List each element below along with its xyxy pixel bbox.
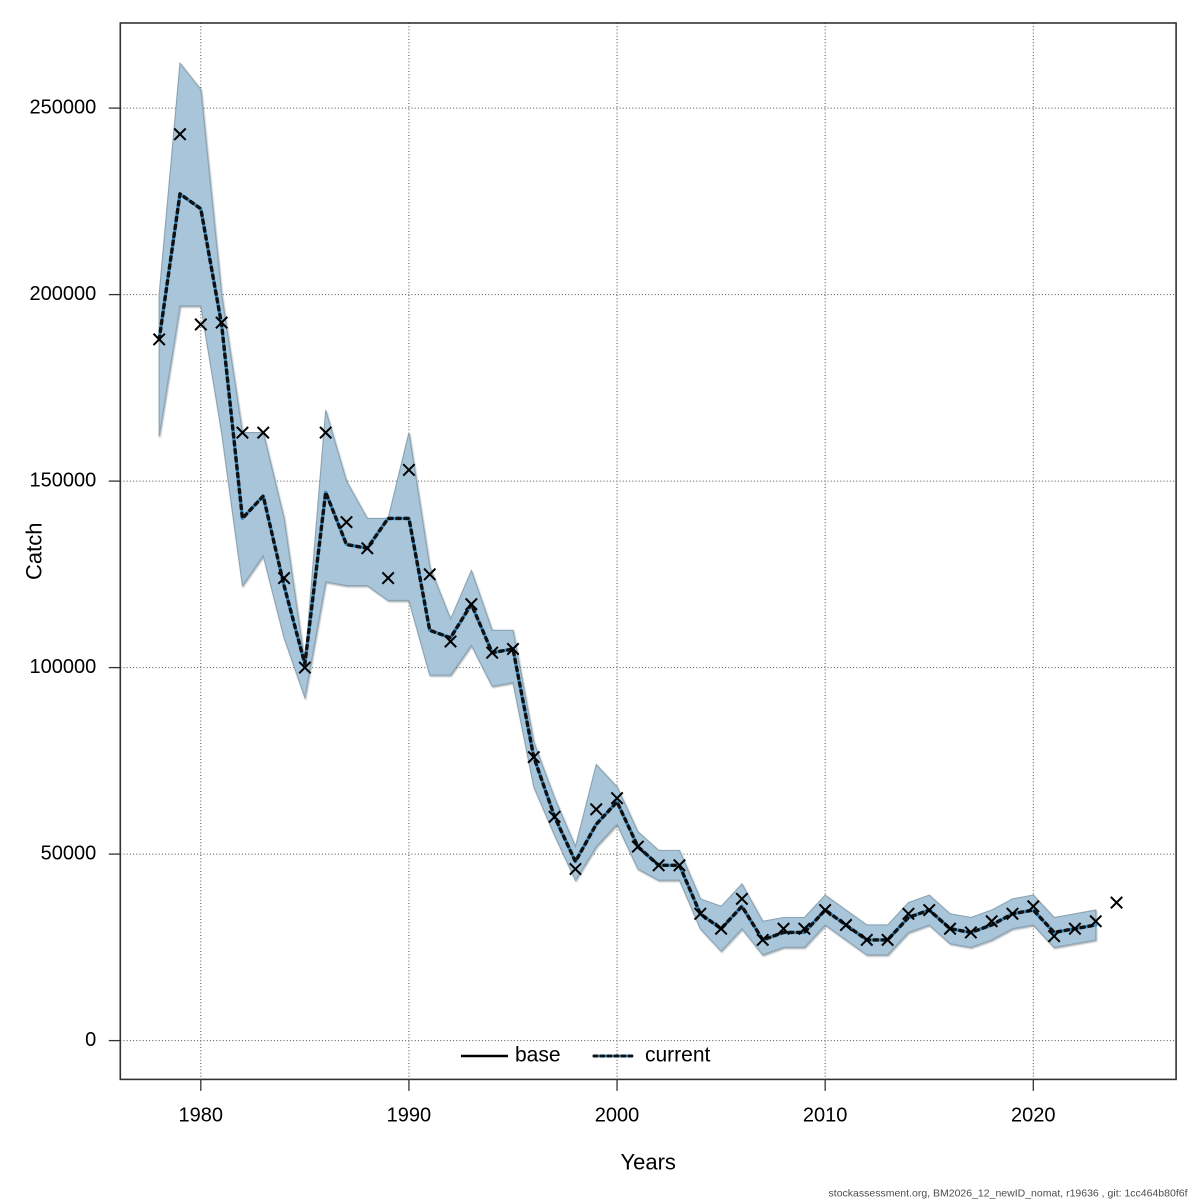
svg-text:250000: 250000	[30, 96, 97, 118]
svg-text:2010: 2010	[803, 1104, 848, 1126]
svg-text:1990: 1990	[387, 1104, 432, 1126]
svg-text:stockassessment.org, BM2026_12: stockassessment.org, BM2026_12_newID_nom…	[829, 1188, 1188, 1200]
svg-text:Years: Years	[620, 1150, 675, 1175]
svg-text:2020: 2020	[1011, 1104, 1056, 1126]
svg-text:base: base	[515, 1044, 561, 1067]
svg-text:100000: 100000	[30, 656, 97, 678]
svg-text:50000: 50000	[41, 842, 97, 864]
svg-text:150000: 150000	[30, 469, 97, 491]
svg-text:current: current	[645, 1044, 711, 1067]
svg-text:0: 0	[85, 1029, 96, 1051]
svg-text:1980: 1980	[179, 1104, 224, 1126]
svg-text:200000: 200000	[30, 283, 97, 305]
svg-text:2000: 2000	[595, 1104, 640, 1126]
svg-text:Catch: Catch	[22, 522, 47, 579]
